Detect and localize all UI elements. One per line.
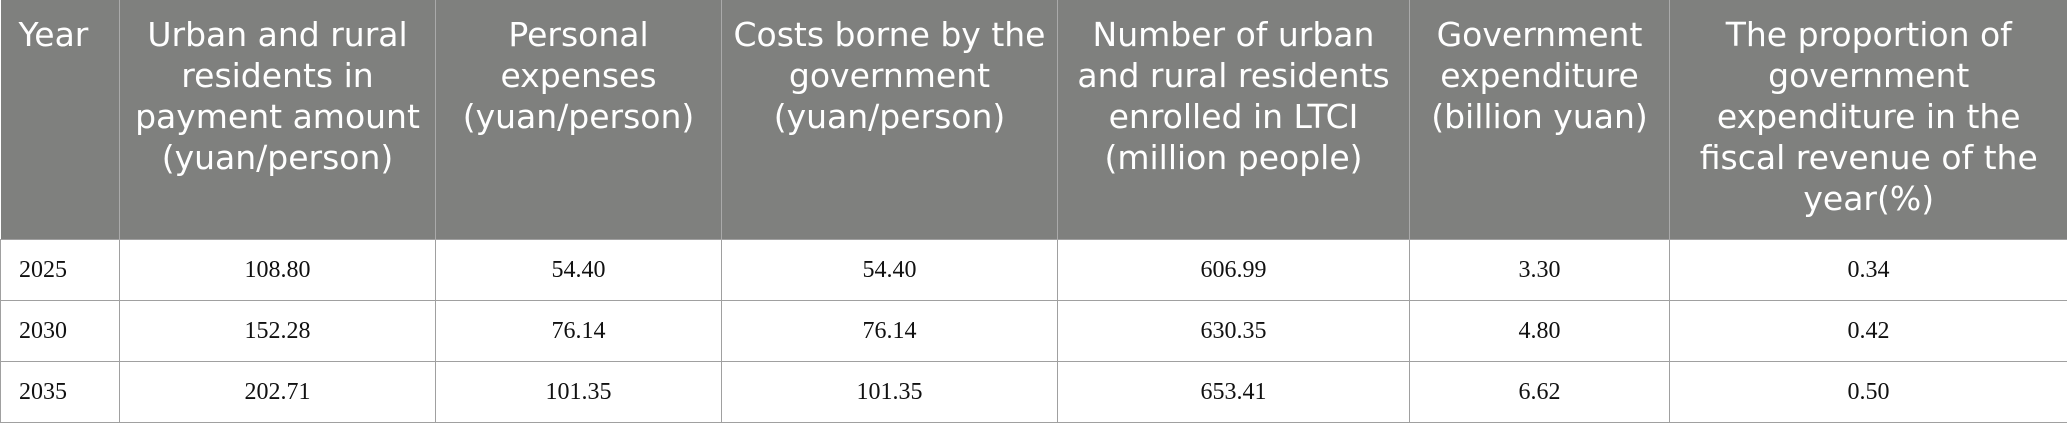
table-cell: 653.41 — [1057, 361, 1410, 423]
table-cell: 2025 — [0, 239, 120, 301]
table-cell: 0.42 — [1669, 300, 2067, 362]
table-cell: 6.62 — [1409, 361, 1670, 423]
table-cell: 0.50 — [1669, 361, 2067, 423]
table-cell: 76.14 — [721, 300, 1058, 362]
table-row: 2025 108.80 54.40 54.40 606.99 3.30 0.34 — [0, 239, 2067, 301]
table-cell: 101.35 — [435, 361, 722, 423]
table-cell: 630.35 — [1057, 300, 1410, 362]
table-cell: 202.71 — [119, 361, 436, 423]
header-cell: Year — [0, 0, 120, 240]
header-cell: Urban and rural residents in payment amo… — [119, 0, 436, 240]
header-cell: The proportion of government expenditure… — [1669, 0, 2067, 240]
table-cell: 2030 — [0, 300, 120, 362]
table-cell: 3.30 — [1409, 239, 1670, 301]
table-cell: 152.28 — [119, 300, 436, 362]
table-cell: 101.35 — [721, 361, 1058, 423]
header-row: Year Urban and rural residents in payment… — [0, 0, 2067, 240]
table-cell: 4.80 — [1409, 300, 1670, 362]
header-cell: Personal expenses (yuan/person) — [435, 0, 722, 240]
header-cell: Government expenditure (billion yuan) — [1409, 0, 1670, 240]
table-cell: 76.14 — [435, 300, 722, 362]
table-cell: 2035 — [0, 361, 120, 423]
table-cell: 0.34 — [1669, 239, 2067, 301]
table-cell: 54.40 — [721, 239, 1058, 301]
table-row: 2030 152.28 76.14 76.14 630.35 4.80 0.42 — [0, 300, 2067, 362]
table-cell: 54.40 — [435, 239, 722, 301]
table-row: 2035 202.71 101.35 101.35 653.41 6.62 0.50 — [0, 361, 2067, 423]
data-table: Year Urban and rural residents in payment… — [0, 0, 2067, 423]
header-cell: Costs borne by the government (yuan/pers… — [721, 0, 1058, 240]
table-cell: 108.80 — [119, 239, 436, 301]
table-cell: 606.99 — [1057, 239, 1410, 301]
header-cell: Number of urban and rural residents enro… — [1057, 0, 1410, 240]
table-body: 2025 108.80 54.40 54.40 606.99 3.30 0.34 2030 15… — [0, 239, 2067, 423]
